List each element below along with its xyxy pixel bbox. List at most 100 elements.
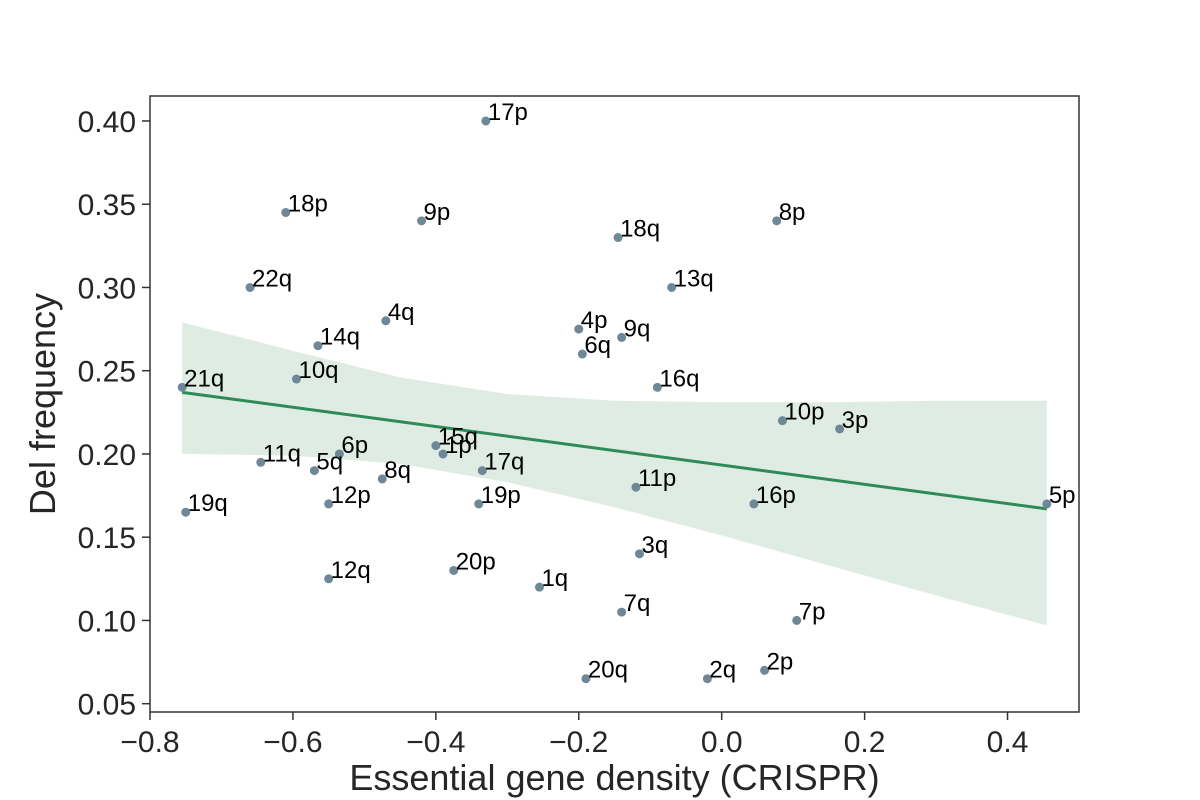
y-axis-label: Del frequency xyxy=(22,293,63,515)
point-label: 4q xyxy=(388,299,415,326)
y-tick-label: 0.25 xyxy=(78,356,136,389)
point-label: 13q xyxy=(674,265,714,292)
data-point xyxy=(309,466,319,476)
data-point xyxy=(777,416,787,426)
regression-line-layer xyxy=(181,390,1048,511)
point-label: 21q xyxy=(184,365,224,392)
point-label: 1p xyxy=(445,432,472,459)
data-point xyxy=(431,441,441,451)
point-label: 19p xyxy=(481,482,521,509)
x-tick-label: −0.2 xyxy=(549,726,608,759)
data-point xyxy=(631,482,641,492)
point-label: 6p xyxy=(341,432,368,459)
data-point xyxy=(792,615,802,625)
plot-frame xyxy=(149,95,1080,713)
point-labels-layer: 17p 18p 9p 18q 8p 22q 13q 4q 14q 4p 9q 6q 21q 10q 16q 1… xyxy=(184,99,1075,684)
data-point xyxy=(177,382,187,392)
point-label: 20p xyxy=(456,548,496,575)
data-point xyxy=(181,507,191,517)
x-tick-label: −0.4 xyxy=(406,726,465,759)
y-tick-label: 0.10 xyxy=(78,605,136,638)
point-label: 1q xyxy=(541,565,568,592)
data-point xyxy=(291,374,301,384)
x-tick-label: 0.0 xyxy=(701,726,743,759)
point-label: 5p xyxy=(1049,482,1076,509)
points-layer xyxy=(177,116,1052,684)
x-tick-label: 0.4 xyxy=(987,726,1029,759)
point-label: 5q xyxy=(316,449,343,476)
point-label: 11q xyxy=(263,440,301,467)
point-label: 11p xyxy=(638,465,676,492)
confidence-band xyxy=(182,322,1047,626)
data-point xyxy=(256,457,266,467)
data-point xyxy=(835,424,845,434)
data-point xyxy=(381,316,391,326)
point-label: 20q xyxy=(588,657,628,684)
point-label: 2q xyxy=(709,657,736,684)
data-point xyxy=(702,674,712,684)
point-label: 17q xyxy=(484,449,524,476)
data-point xyxy=(477,466,487,476)
regression-line xyxy=(181,390,1048,511)
point-label: 18q xyxy=(620,216,660,243)
y-tick-label: 0.30 xyxy=(78,272,136,305)
point-label: 3q xyxy=(642,532,669,559)
point-label: 9q xyxy=(624,315,651,342)
point-label: 10p xyxy=(784,399,824,426)
point-label: 10q xyxy=(298,357,338,384)
point-label: 14q xyxy=(320,324,360,351)
data-point xyxy=(577,349,587,359)
point-label: 17p xyxy=(488,99,528,126)
point-label: 7p xyxy=(799,598,826,625)
y-tick-label: 0.05 xyxy=(78,689,136,722)
data-point xyxy=(377,474,387,484)
data-point xyxy=(534,582,544,592)
data-point xyxy=(667,282,677,292)
data-point xyxy=(281,208,291,218)
data-point xyxy=(449,565,459,575)
x-tick-label: 0.2 xyxy=(844,726,886,759)
data-point xyxy=(438,449,448,459)
y-tick-label: 0.40 xyxy=(78,106,136,139)
data-point xyxy=(581,674,591,684)
data-point xyxy=(617,607,627,617)
data-point xyxy=(760,665,770,675)
y-axis-ticks: 0.05 0.10 0.15 0.20 0.25 0.30 0.35 0.40 xyxy=(78,106,150,722)
data-point xyxy=(324,499,334,509)
x-axis-label: Essential gene density (CRISPR) xyxy=(349,757,879,798)
point-label: 7q xyxy=(624,590,651,617)
y-tick-label: 0.20 xyxy=(78,439,136,472)
y-tick-label: 0.15 xyxy=(78,522,136,555)
data-point xyxy=(617,332,627,342)
point-label: 8p xyxy=(779,199,806,226)
point-label: 16q xyxy=(659,365,699,392)
point-label: 12q xyxy=(331,557,371,584)
data-point xyxy=(481,116,491,126)
point-label: 3p xyxy=(842,407,869,434)
point-label: 18p xyxy=(288,191,328,218)
data-point xyxy=(652,382,662,392)
point-label: 4p xyxy=(581,307,608,334)
point-label: 19q xyxy=(188,490,228,517)
data-point xyxy=(334,449,344,459)
data-point xyxy=(772,216,782,226)
x-tick-label: −0.8 xyxy=(120,726,179,759)
data-point xyxy=(324,574,334,584)
data-point xyxy=(613,233,623,243)
point-label: 12p xyxy=(331,482,371,509)
point-label: 15q xyxy=(438,424,478,451)
point-label: 8q xyxy=(384,457,411,484)
point-label: 2p xyxy=(767,648,794,675)
data-point xyxy=(574,324,584,334)
data-point xyxy=(1042,499,1052,509)
point-label: 9p xyxy=(424,199,451,226)
point-label: 16p xyxy=(756,482,796,509)
data-point xyxy=(417,216,427,226)
x-axis-ticks: −0.8 −0.6 −0.4 −0.2 0.0 0.2 0.4 xyxy=(120,712,1028,759)
confidence-band-layer xyxy=(182,322,1047,626)
data-point xyxy=(474,499,484,509)
data-point xyxy=(635,549,645,559)
data-point xyxy=(313,341,323,351)
point-label: 22q xyxy=(252,265,292,292)
